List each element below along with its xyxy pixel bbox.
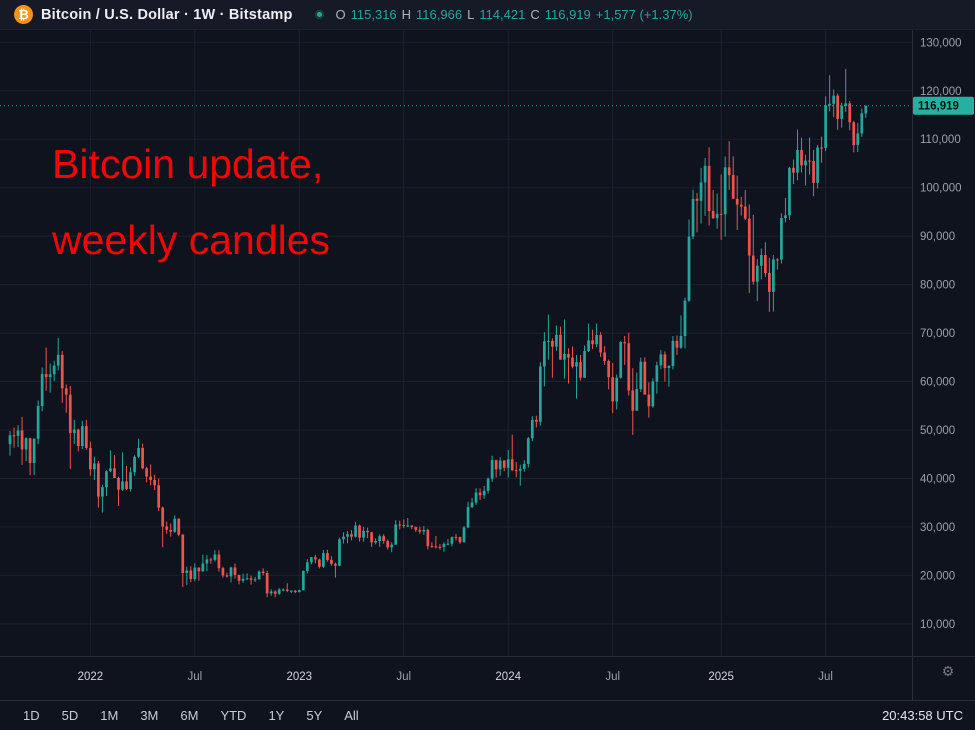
price-scale-label: 130,000 [920,37,962,49]
current-price-tag-label: 116,919 [918,101,959,113]
time-scale-label: Jul [605,671,620,683]
close-value: 116,919 [544,7,591,22]
range-button-5y[interactable]: 5Y [297,705,331,726]
chart-header: ₿ Bitcoin / U.S. Dollar · 1W · Bitstamp … [0,0,975,30]
open-label: O [335,7,346,22]
price-scale-label: 50,000 [920,425,955,437]
price-scale-label: 10,000 [920,619,955,631]
symbol-title[interactable]: Bitcoin / U.S. Dollar · 1W · Bitstamp [41,6,293,23]
time-scale-label: 2024 [495,671,521,683]
time-scale-label: 2022 [78,671,104,683]
range-button-6m[interactable]: 6M [171,705,207,726]
price-scale-label: 60,000 [920,377,955,389]
price-scale-label: 30,000 [920,522,955,534]
range-button-1y[interactable]: 1Y [259,705,293,726]
price-scale-label: 20,000 [920,570,955,582]
low-label: L [467,7,475,22]
time-scale-label: 2025 [708,671,734,683]
current-price-tag [913,96,974,115]
price-scale-label: 120,000 [920,86,962,98]
price-scale-label: 70,000 [920,328,955,340]
chart-canvas[interactable]: 130,000 120,000 110,000 100,000 90,000 80,000… [0,30,975,700]
candlestick-chart[interactable]: 130,000 120,000 110,000 100,000 90,000 80,000… [0,30,975,700]
low-value: 114,421 [479,7,526,22]
price-scale-label: 90,000 [920,231,955,243]
price-scale-label: 100,000 [920,183,962,195]
range-buttons-group: 1D 5D 1M 3M 6M YTD 1Y 5Y All [14,705,368,726]
time-scale-label: Jul [187,671,202,683]
ohlc-readout: O 115,316 H 116,966 L 114,421 C 116,919 +1,5… [336,7,693,22]
series-status-dot-icon[interactable] [314,10,324,19]
gear-icon[interactable]: ⚙ [941,663,955,679]
price-scale-label: 80,000 [920,280,955,292]
high-value: 116,966 [416,7,463,22]
change-value: +1,577 (+1.37%) [595,7,693,22]
range-button-all[interactable]: All [335,705,367,726]
range-button-5d[interactable]: 5D [53,705,88,726]
open-value: 115,316 [350,7,397,22]
range-button-3m[interactable]: 3M [131,705,167,726]
timezone-clock[interactable]: 20:43:58 UTC [882,708,963,723]
range-button-1d[interactable]: 1D [14,705,49,726]
range-button-ytd[interactable]: YTD [211,705,255,726]
bitcoin-icon: ₿ [14,5,33,24]
time-scale-label: Jul [396,671,411,683]
bottom-toolbar: 1D 5D 1M 3M 6M YTD 1Y 5Y All 20:43:58 UTC [0,700,975,730]
time-scale-label: Jul [818,671,833,683]
range-button-1m[interactable]: 1M [91,705,127,726]
time-scale-label: 2023 [286,671,312,683]
price-scale-label: 40,000 [920,473,955,485]
price-scale-label: 110,000 [920,134,961,146]
high-label: H [401,7,412,22]
close-label: C [530,7,540,22]
